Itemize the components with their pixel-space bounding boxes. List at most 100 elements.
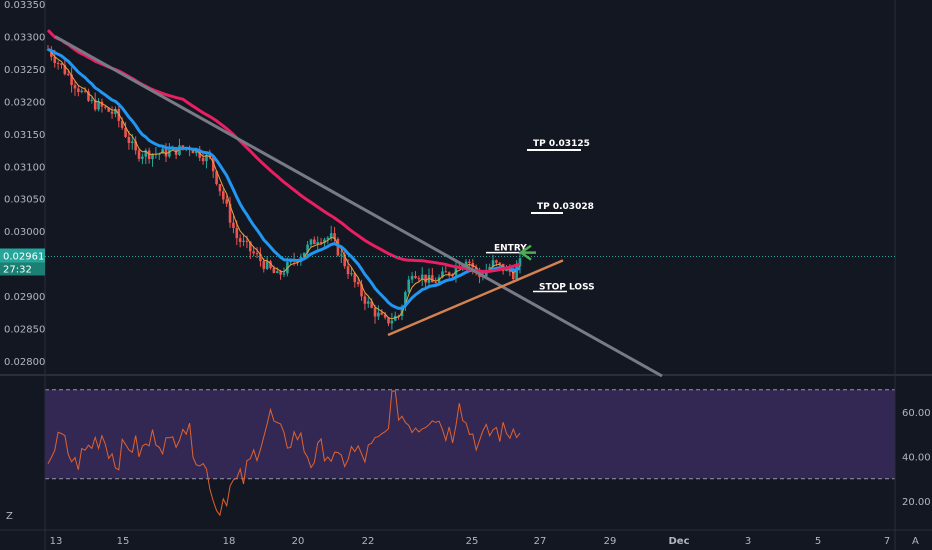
- rsi-tick-label: 40.00: [902, 453, 931, 464]
- candle-body: [120, 120, 124, 128]
- candle-body: [269, 261, 272, 269]
- left-corner-label: Z: [6, 511, 13, 522]
- candle-body: [474, 267, 478, 270]
- candle-body: [343, 254, 346, 267]
- candle-body: [491, 260, 495, 267]
- entry-arrow-icon: [518, 244, 536, 261]
- candle-body: [495, 260, 498, 263]
- candle-body: [144, 150, 148, 157]
- candle-body: [110, 111, 114, 114]
- candle-body: [488, 266, 491, 271]
- candle-body: [130, 141, 134, 143]
- countdown-value: 27:32: [3, 264, 32, 275]
- candle-body: [464, 261, 468, 265]
- candle-body: [107, 107, 110, 112]
- last-price-value: 0.02961: [3, 251, 44, 262]
- price-tick-label: 0.03100: [4, 162, 45, 173]
- tp2-label: TP 0.03028: [537, 202, 594, 212]
- candle-body: [60, 63, 63, 65]
- candle-body: [218, 184, 222, 192]
- candle-body: [484, 270, 488, 277]
- rsi-tick-label: 60.00: [902, 408, 931, 419]
- candle-body: [225, 199, 228, 204]
- candle-body: [380, 312, 384, 315]
- price-tick-label: 0.03350: [4, 0, 45, 11]
- candle-body: [100, 101, 104, 107]
- candle-body: [326, 237, 330, 240]
- ascending-trendline: [387, 259, 564, 337]
- candle-body: [262, 261, 266, 269]
- candle-body: [302, 252, 306, 257]
- candle-body: [77, 88, 80, 93]
- candle-body: [340, 254, 343, 256]
- candle-body: [393, 315, 397, 321]
- candle-body: [518, 258, 522, 267]
- candle-body: [248, 241, 252, 252]
- last-price-tag: [0, 248, 45, 263]
- time-tick-label: 18: [223, 536, 236, 547]
- candle-body: [356, 282, 360, 285]
- stop-loss-label: STOP LOSS: [539, 283, 595, 293]
- candle-body: [309, 239, 313, 245]
- candle-body: [134, 141, 137, 151]
- candle-body: [265, 261, 269, 269]
- candle-body: [195, 149, 198, 154]
- candle-body: [272, 268, 276, 274]
- candle-body: [151, 153, 154, 160]
- annotation-layer: TP 0.03125 TP 0.03028 ENTRY STOP LOSS: [486, 139, 595, 293]
- candle-body: [404, 292, 407, 307]
- time-tick-label: 15: [117, 536, 130, 547]
- time-tick-label: 3: [745, 536, 751, 547]
- candle-body: [235, 227, 239, 239]
- candle-body: [137, 150, 141, 159]
- time-tick-label: 29: [604, 536, 617, 547]
- candle-body: [319, 242, 323, 244]
- rsi-tick-label: 20.00: [902, 497, 931, 508]
- candle-body: [387, 317, 390, 324]
- candle-body: [83, 90, 87, 92]
- candle-body: [316, 242, 320, 245]
- candle-body: [168, 149, 171, 157]
- entry-label: ENTRY: [494, 244, 527, 254]
- price-tick-label: 0.03150: [4, 130, 45, 141]
- candle-body: [366, 301, 370, 304]
- candle-body: [346, 266, 350, 275]
- trend-layer: [45, 35, 895, 378]
- candle-body: [431, 275, 434, 283]
- candle-body: [454, 266, 458, 276]
- candle-body: [306, 244, 309, 253]
- candle-body: [515, 266, 518, 280]
- candle-body: [360, 284, 363, 297]
- time-tick-label: 22: [362, 536, 375, 547]
- price-tick-label: 0.03250: [4, 65, 45, 76]
- price-tick-label: 0.02800: [4, 357, 45, 368]
- candle-body: [245, 240, 249, 242]
- candle-body: [336, 238, 340, 256]
- rsi-line: [47, 390, 521, 517]
- price-tick-label: 0.03000: [4, 227, 45, 238]
- candle-body: [104, 106, 107, 108]
- candle-body: [350, 273, 353, 275]
- candle-body: [353, 273, 357, 283]
- candle-body: [201, 157, 205, 162]
- descending-trendline: [54, 35, 663, 378]
- candle-body: [329, 233, 333, 238]
- tp1-label: TP 0.03125: [533, 139, 590, 149]
- candle-body: [232, 222, 235, 228]
- candle-body: [114, 109, 117, 114]
- candle-body: [80, 90, 84, 93]
- candle-body: [441, 271, 444, 278]
- candle-body: [468, 261, 471, 264]
- candle-body: [434, 282, 438, 284]
- candle-body: [417, 278, 421, 280]
- candle-body: [437, 277, 441, 284]
- candle-body: [164, 148, 168, 157]
- candle-body: [191, 149, 195, 154]
- candle-body: [90, 99, 94, 101]
- candle-body: [461, 264, 464, 269]
- candle-body: [333, 233, 336, 239]
- candle-body: [323, 239, 326, 244]
- candle-body: [279, 271, 282, 275]
- candle-body: [313, 239, 316, 245]
